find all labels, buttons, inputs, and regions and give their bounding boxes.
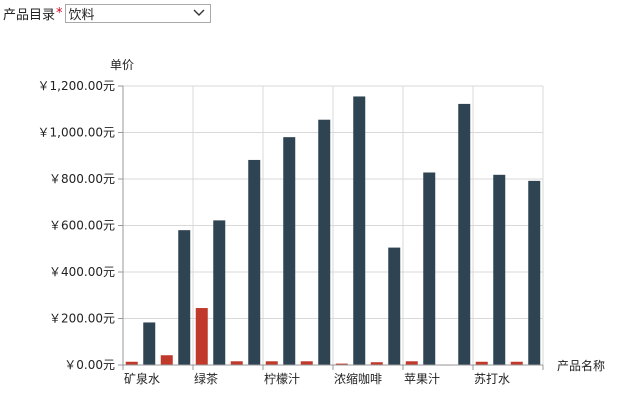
y-axis-label: 单价	[110, 58, 134, 72]
bar	[143, 322, 156, 365]
bar	[195, 308, 208, 365]
x-tick-label: 柠檬汁	[264, 371, 300, 386]
y-tick-label: ￥1,200.00元	[38, 79, 115, 93]
bar	[248, 159, 261, 365]
bar	[283, 137, 296, 365]
bar	[160, 355, 173, 365]
bar	[475, 361, 488, 365]
bar	[510, 361, 523, 365]
bar	[370, 362, 383, 365]
bar	[388, 247, 401, 365]
y-tick-label: ￥400.00元	[49, 265, 115, 279]
x-tick-label: 苹果汁	[404, 372, 440, 386]
bar	[423, 172, 436, 365]
y-tick-label: ￥0.00元	[64, 358, 115, 372]
bar	[405, 361, 418, 365]
y-tick-label: ￥200.00元	[49, 312, 115, 326]
bars-layer	[125, 96, 541, 366]
filter-label: 产品目录	[3, 7, 56, 23]
bar	[178, 230, 191, 365]
bar	[458, 103, 471, 365]
bar	[528, 180, 541, 365]
x-tick-label: 绿茶	[194, 371, 218, 386]
y-tick-label: ￥600.00元	[49, 219, 115, 233]
grid-layer	[122, 85, 544, 366]
x-axis-label: 产品名称	[557, 358, 605, 373]
x-tick-label: 苏打水	[474, 372, 510, 386]
y-tick-label: ￥1,000.00元	[38, 126, 115, 140]
x-tick-label: 矿泉水	[124, 372, 160, 386]
bar	[265, 361, 278, 365]
product-catalog-filter: 产品目录 * 饮料	[3, 3, 211, 23]
bar	[230, 361, 243, 365]
y-tick-label: ￥800.00元	[49, 172, 115, 186]
axis-layer: ￥0.00元 ￥200.00元 ￥400.00元 ￥600.00元 ￥800.00元 ￥1…	[38, 79, 544, 386]
selected-value: 饮料	[68, 7, 95, 23]
product-catalog-select[interactable]: 饮料	[64, 3, 211, 23]
required-mark: *	[56, 5, 63, 21]
bar	[300, 361, 313, 365]
chevron-down-icon	[193, 9, 205, 16]
bar	[213, 220, 226, 365]
bar	[125, 361, 138, 365]
bar	[493, 174, 506, 365]
bar	[335, 363, 348, 365]
x-tick-label: 浓缩咖啡	[334, 371, 382, 386]
bar	[318, 119, 331, 366]
bar	[353, 96, 366, 366]
